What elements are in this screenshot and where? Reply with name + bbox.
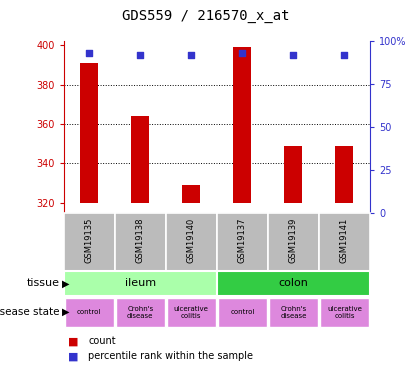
Bar: [166, 213, 217, 271]
Text: GDS559 / 216570_x_at: GDS559 / 216570_x_at: [122, 9, 289, 23]
Point: [86, 50, 92, 56]
Text: Crohn's
disease: Crohn's disease: [127, 306, 153, 319]
Text: ileum: ileum: [125, 279, 156, 288]
Bar: [132, 116, 149, 203]
Text: disease state: disease state: [0, 307, 60, 317]
Bar: [64, 271, 217, 296]
Point: [188, 52, 194, 58]
Text: ▶: ▶: [62, 279, 69, 288]
Bar: [167, 297, 216, 327]
Text: tissue: tissue: [27, 279, 60, 288]
Bar: [80, 63, 98, 203]
Text: GSM19137: GSM19137: [238, 217, 247, 263]
Bar: [217, 213, 268, 271]
Point: [290, 52, 297, 58]
Bar: [268, 213, 319, 271]
Text: Crohn's
disease: Crohn's disease: [280, 306, 307, 319]
Bar: [319, 213, 370, 271]
Text: ■: ■: [68, 336, 79, 346]
Text: ulcerative
colitis: ulcerative colitis: [174, 306, 209, 319]
Text: GSM19140: GSM19140: [187, 217, 196, 262]
Text: ▶: ▶: [62, 307, 69, 317]
Text: GSM19141: GSM19141: [340, 217, 349, 262]
Point: [239, 50, 246, 56]
Text: percentile rank within the sample: percentile rank within the sample: [88, 351, 253, 361]
Bar: [115, 213, 166, 271]
Bar: [217, 271, 370, 296]
Bar: [182, 185, 200, 203]
Text: GSM19138: GSM19138: [136, 217, 145, 263]
Text: colon: colon: [278, 279, 308, 288]
Bar: [65, 297, 113, 327]
Bar: [269, 297, 318, 327]
Text: control: control: [230, 309, 254, 315]
Bar: [116, 297, 164, 327]
Point: [341, 52, 348, 58]
Text: count: count: [88, 336, 116, 346]
Bar: [233, 47, 251, 203]
Point: [137, 52, 143, 58]
Bar: [335, 146, 353, 203]
Bar: [320, 297, 369, 327]
Bar: [284, 146, 302, 203]
Text: control: control: [77, 309, 102, 315]
Text: ■: ■: [68, 351, 79, 361]
Text: GSM19139: GSM19139: [289, 217, 298, 262]
Bar: [218, 297, 267, 327]
Bar: [64, 213, 115, 271]
Text: ulcerative
colitis: ulcerative colitis: [327, 306, 362, 319]
Text: GSM19135: GSM19135: [85, 217, 94, 262]
